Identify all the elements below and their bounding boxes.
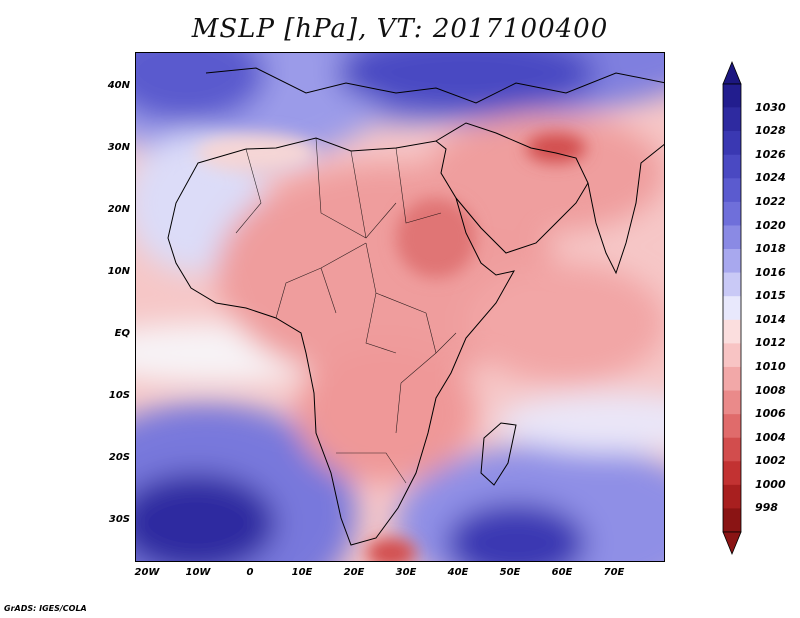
colorbar-segment: [723, 461, 741, 486]
colorbar-label: 1010: [755, 359, 786, 373]
colorbar-segment: [723, 437, 741, 462]
lat-label-40n: 40N: [107, 80, 130, 91]
colorbar-label: 1008: [755, 383, 786, 397]
colorbar-label: 1002: [755, 454, 786, 468]
lat-label-20n: 20N: [107, 204, 130, 215]
colorbar-segment: [723, 414, 741, 438]
lat-label-30n: 30N: [107, 142, 130, 153]
colorbar-segment: [723, 319, 741, 344]
colorbar-label: 1020: [755, 218, 786, 232]
colorbar-segment: [723, 178, 741, 203]
colorbar-segment: [723, 249, 741, 273]
mslp-map: [135, 52, 665, 562]
colorbar-label: 1016: [755, 265, 786, 279]
lon-label-40e: 40E: [447, 567, 469, 578]
colorbar-label: 1006: [755, 407, 786, 421]
lat-label-10s: 10S: [108, 390, 130, 401]
colorbar-label: 1030: [755, 100, 786, 114]
colorbar-label: 1014: [755, 312, 786, 326]
colorbar-label: 1015: [755, 289, 786, 303]
colorbar-label: 1018: [755, 242, 786, 256]
lon-label-30e: 30E: [395, 567, 417, 578]
mslp-field: [136, 53, 664, 561]
colorbar-label: 1022: [755, 194, 786, 208]
colorbar-label: 1024: [755, 171, 786, 185]
credit-text: GrADS: IGES/COLA: [4, 604, 87, 613]
lon-label-50e: 50E: [499, 567, 521, 578]
lat-label-eq: EQ: [114, 328, 130, 339]
colorbar-bottom-arrow: [722, 531, 742, 556]
lon-label-60e: 60E: [551, 567, 573, 578]
colorbar-segment: [723, 131, 741, 156]
lon-label-20w: 20W: [134, 567, 160, 578]
lon-label-10w: 10W: [185, 567, 211, 578]
lon-label-0: 0: [246, 567, 254, 578]
colorbar: [722, 60, 742, 556]
colorbar-segment: [723, 484, 741, 509]
lon-label-20e: 20E: [343, 567, 365, 578]
colorbar-segment: [723, 343, 741, 368]
colorbar-segment: [723, 272, 741, 297]
colorbar-label: 998: [755, 501, 778, 515]
colorbar-segment: [723, 84, 741, 108]
colorbar-label: 1004: [755, 430, 786, 444]
colorbar-segment: [723, 154, 741, 179]
colorbar-segment: [723, 201, 741, 226]
lon-label-70e: 70E: [603, 567, 625, 578]
colorbar-label: 1026: [755, 147, 786, 161]
lat-label-30s: 30S: [108, 514, 130, 525]
colorbar-segment: [723, 508, 741, 533]
colorbar-segment: [723, 107, 741, 132]
colorbar-top-arrow: [722, 60, 742, 85]
lat-label-20s: 20S: [108, 452, 130, 463]
colorbar-label: 1000: [755, 477, 786, 491]
colorbar-segment: [723, 366, 741, 391]
colorbar-segment: [723, 225, 741, 250]
colorbar-label: 1028: [755, 124, 786, 138]
colorbar-segment: [723, 296, 741, 321]
colorbar-segment: [723, 390, 741, 415]
lon-label-10e: 10E: [291, 567, 313, 578]
lat-label-10n: 10N: [107, 266, 130, 277]
colorbar-label: 1012: [755, 336, 786, 350]
map-title: MSLP [hPa], VT: 2017100400: [191, 14, 609, 44]
